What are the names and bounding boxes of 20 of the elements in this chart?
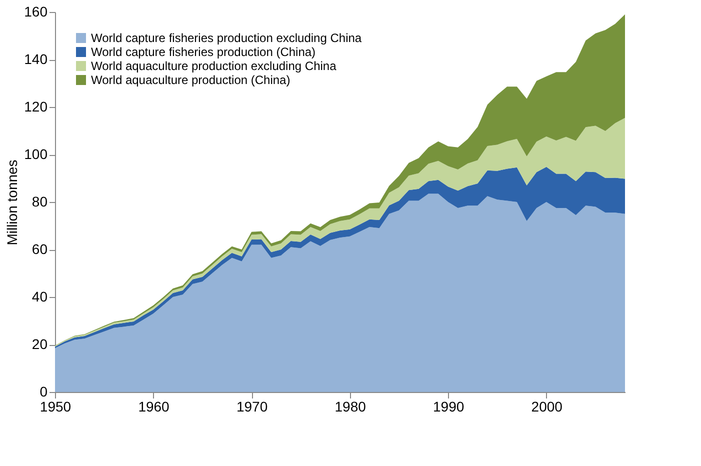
legend-label: World aquaculture production (China) <box>91 73 290 87</box>
x-tick-label: 2000 <box>531 398 563 414</box>
x-tick-label: 1950 <box>40 398 72 414</box>
x-tick-label: 1970 <box>236 398 268 414</box>
x-tick-label: 1990 <box>433 398 464 414</box>
x-tick-label: 1960 <box>138 398 170 414</box>
y-tick-label: 160 <box>24 4 48 20</box>
x-tick-label: 1980 <box>334 398 366 414</box>
legend-label: World capture fisheries production (China) <box>91 45 316 59</box>
legend-label: World capture fisheries production excluding China <box>91 31 362 45</box>
y-axis-title: Million tonnes <box>4 160 20 246</box>
legend-label: World aquaculture production excluding China <box>91 59 337 73</box>
y-tick-label: 20 <box>32 336 48 352</box>
y-tick-label: 120 <box>24 98 48 114</box>
y-tick-label: 140 <box>24 51 48 67</box>
y-tick-label: 40 <box>32 288 48 304</box>
y-tick-label: 100 <box>24 146 48 162</box>
y-tick-label: 60 <box>32 241 48 257</box>
y-tick-label: 80 <box>32 194 48 210</box>
y-tick-label: 0 <box>40 384 48 400</box>
